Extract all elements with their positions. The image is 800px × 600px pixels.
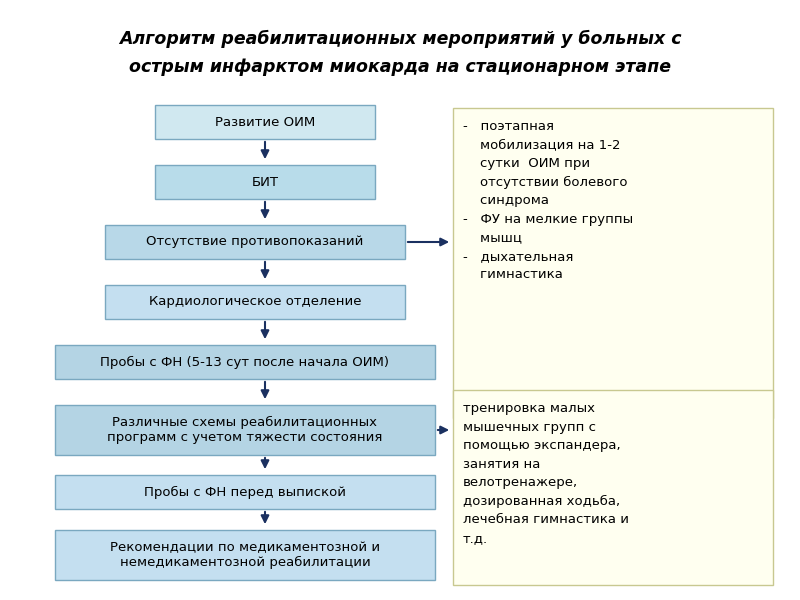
Bar xyxy=(105,225,405,259)
Bar xyxy=(453,390,773,585)
Text: острым инфарктом миокарда на стационарном этапе: острым инфарктом миокарда на стационарно… xyxy=(129,58,671,76)
Text: Рекомендации по медикаментозной и
немедикаментозной реабилитации: Рекомендации по медикаментозной и немеди… xyxy=(110,541,380,569)
Text: Алгоритм реабилитационных мероприятий у больных с: Алгоритм реабилитационных мероприятий у … xyxy=(118,30,682,48)
Bar xyxy=(453,108,773,418)
Bar xyxy=(55,530,435,580)
Text: Пробы с ФН перед выпиской: Пробы с ФН перед выпиской xyxy=(144,485,346,499)
Bar xyxy=(55,475,435,509)
Text: -   поэтапная
    мобилизация на 1-2
    сутки  ОИМ при
    отсутствии болевого
: - поэтапная мобилизация на 1-2 сутки ОИМ… xyxy=(463,120,633,281)
Bar xyxy=(55,405,435,455)
Bar xyxy=(155,105,375,139)
Text: Отсутствие противопоказаний: Отсутствие противопоказаний xyxy=(146,235,364,248)
Bar xyxy=(55,345,435,379)
Bar xyxy=(105,285,405,319)
Text: Кардиологическое отделение: Кардиологическое отделение xyxy=(149,295,362,308)
Text: Развитие ОИМ: Развитие ОИМ xyxy=(215,115,315,128)
Text: Различные схемы реабилитационных
программ с учетом тяжести состояния: Различные схемы реабилитационных програм… xyxy=(107,416,382,444)
Text: тренировка малых
мышечных групп с
помощью экспандера,
занятия на
велотренажере,
: тренировка малых мышечных групп с помощь… xyxy=(463,402,629,545)
Text: Пробы с ФН (5-13 сут после начала ОИМ): Пробы с ФН (5-13 сут после начала ОИМ) xyxy=(101,355,390,368)
Text: БИТ: БИТ xyxy=(251,175,278,188)
Bar xyxy=(155,165,375,199)
